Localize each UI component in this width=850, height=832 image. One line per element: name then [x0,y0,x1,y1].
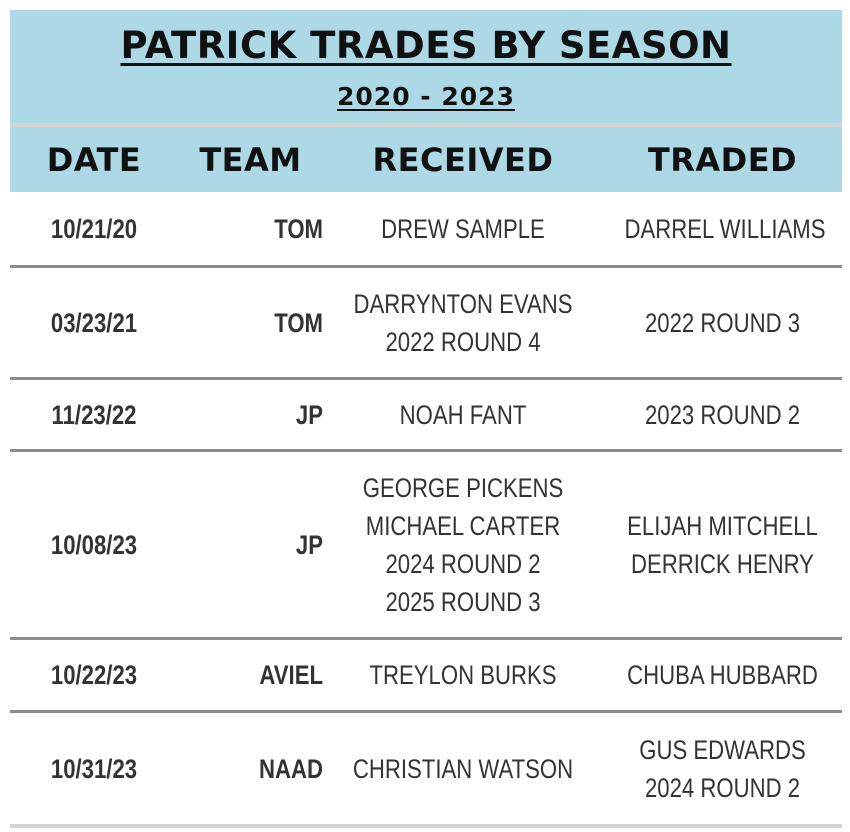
trade-date: 03/23/21 [50,307,138,338]
received-item: GEORGE PICKENS [362,472,564,503]
table-header: PATRICK TRADES BY SEASON 2020 - 2023 DAT… [10,10,842,192]
page-title: PATRICK TRADES BY SEASON [120,24,732,67]
trade-received: CHRISTIAN WATSON [348,750,578,788]
column-header-received: RECEIVED [372,140,554,179]
received-item: NOAH FANT [399,399,527,430]
traded-item: 2024 ROUND 2 [644,772,801,803]
column-header-row: DATE TEAM RECEIVED TRADED [10,127,842,192]
trade-traded: ELIJAH MITCHELL DERRICK HENRY [625,507,821,583]
traded-item: 2022 ROUND 3 [644,307,801,338]
trade-traded: CHUBA HUBBARD [625,656,821,694]
column-header-team: TEAM [199,140,302,179]
trade-received: DREW SAMPLE [348,210,578,248]
received-item: TREYLON BURKS [369,660,557,690]
table-row: 10/08/23 JP GEORGE PICKENS MICHAEL CARTE… [10,452,842,640]
traded-item: GUS EDWARDS [639,734,806,765]
trade-traded: 2023 ROUND 2 [625,396,821,434]
received-item: 2022 ROUND 4 [385,326,541,357]
trade-date: 10/22/23 [50,660,138,690]
title-area: PATRICK TRADES BY SEASON 2020 - 2023 [10,10,842,123]
trade-traded: DARREL WILLIAMS [624,210,826,248]
trade-team: NAAD [259,753,323,784]
trade-date: 10/21/20 [50,213,138,244]
trade-team: AVIEL [259,660,323,690]
trade-received: NOAH FANT [348,396,578,434]
trade-date: 10/31/23 [50,753,138,784]
traded-item: 2023 ROUND 2 [644,399,801,430]
column-header-traded: TRADED [647,140,798,179]
column-header-date: DATE [46,140,142,179]
trade-team: TOM [274,213,323,244]
table-row: 11/23/22 JP NOAH FANT 2023 ROUND 2 [10,380,842,452]
trade-received: GEORGE PICKENS MICHAEL CARTER 2024 ROUND… [348,469,578,621]
page-subtitle: 2020 - 2023 [337,82,515,111]
trade-team: JP [295,529,323,560]
header-divider [10,123,842,127]
trade-received: TREYLON BURKS [348,656,578,694]
received-item: 2024 ROUND 2 [385,548,541,579]
trade-traded: GUS EDWARDS 2024 ROUND 2 [625,731,821,807]
traded-item: DARREL WILLIAMS [624,213,826,244]
traded-item: ELIJAH MITCHELL [627,510,818,541]
received-item: 2025 ROUND 3 [385,586,541,617]
received-item: MICHAEL CARTER [365,510,561,541]
trade-traded: 2022 ROUND 3 [625,304,821,342]
traded-item: DERRICK HENRY [631,548,814,579]
received-item: DARRYNTON EVANS [353,288,573,319]
traded-item: CHUBA HUBBARD [627,660,818,690]
trades-table: PATRICK TRADES BY SEASON 2020 - 2023 DAT… [10,10,842,828]
received-item: DREW SAMPLE [381,213,545,244]
trade-date: 11/23/22 [51,399,137,430]
table-row: 03/23/21 TOM DARRYNTON EVANS 2022 ROUND … [10,268,842,380]
trade-team: TOM [274,307,323,338]
received-item: CHRISTIAN WATSON [352,753,574,784]
table-row: 10/21/20 TOM DREW SAMPLE DARREL WILLIAMS [10,192,842,268]
trade-date: 10/08/23 [50,529,138,560]
trade-team: JP [295,399,323,430]
table-row: 10/31/23 NAAD CHRISTIAN WATSON GUS EDWAR… [10,713,842,828]
trade-received: DARRYNTON EVANS 2022 ROUND 4 [348,285,578,361]
table-body: 10/21/20 TOM DREW SAMPLE DARREL WILLIAMS… [10,192,842,828]
table-row: 10/22/23 AVIEL TREYLON BURKS CHUBA HUBBA… [10,640,842,713]
